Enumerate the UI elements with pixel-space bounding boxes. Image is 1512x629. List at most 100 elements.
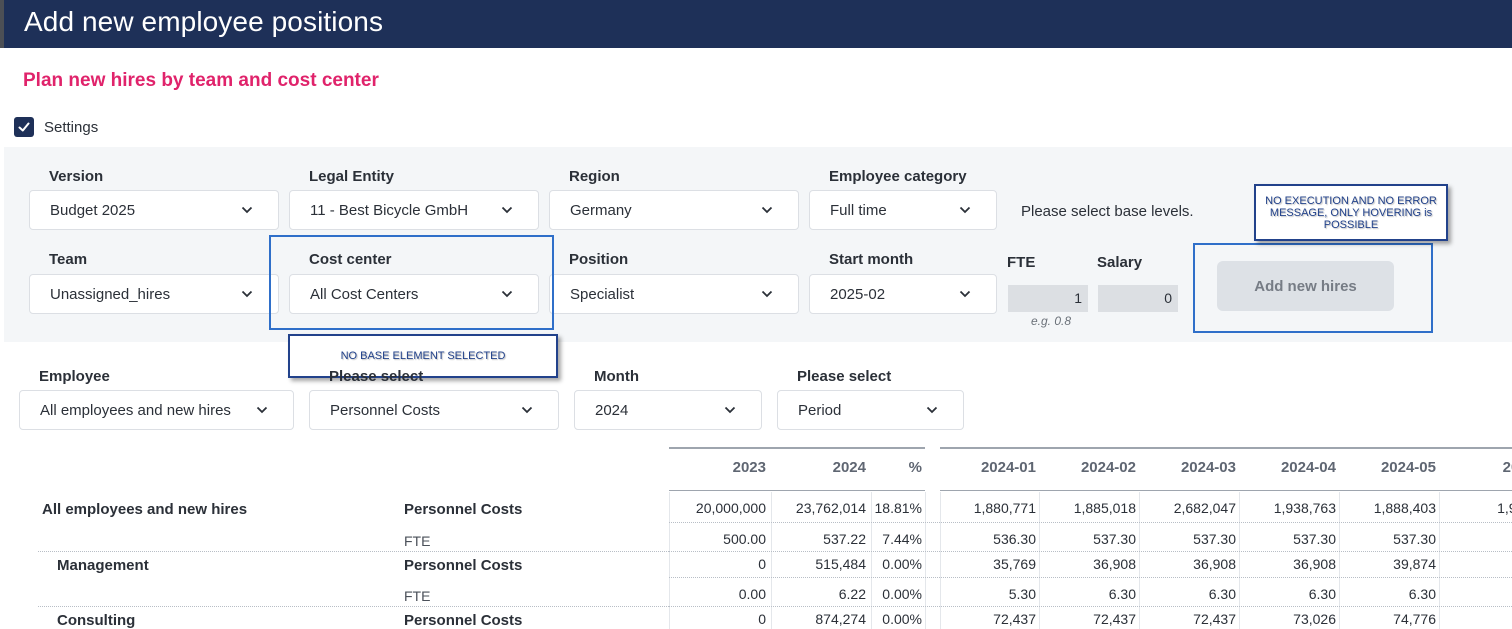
chevron-down-icon [240, 203, 254, 217]
column-separator [1139, 492, 1140, 629]
table-cell: 0.00% [882, 556, 922, 572]
chevron-down-icon [520, 403, 534, 417]
table-cell: 6.30 [1308, 586, 1336, 602]
table-cell: 0.00 [738, 586, 766, 602]
table-cell: 39,874 [1393, 556, 1436, 572]
column-header: 2023 [732, 459, 766, 476]
table-cell: 537.22 [823, 531, 866, 547]
column-separator [771, 492, 772, 629]
start-month-select[interactable]: 2025-02 [809, 274, 997, 314]
table-cell: 537.30 [1193, 531, 1236, 547]
period-select[interactable]: Period [777, 390, 964, 430]
hover-annotation: NO EXECUTION AND NO ERROR MESSAGE, ONLY … [1254, 184, 1448, 241]
table-cell: 6.30 [1208, 586, 1236, 602]
table-cell: 23,762,014 [795, 500, 866, 516]
column-header: 2024 [1502, 459, 1512, 476]
column-separator [871, 492, 872, 629]
column-header: 2024-04 [1280, 459, 1336, 476]
column-header: 2024-01 [980, 459, 1036, 476]
chevron-down-icon [925, 403, 939, 417]
table-cell: 0.00% [882, 586, 922, 602]
page-title: Add new employee positions [24, 6, 384, 37]
row-measure-label: FTE [404, 588, 431, 604]
row-measure-label: Personnel Costs [404, 501, 523, 518]
add-new-hires-button[interactable]: Add new hires [1217, 261, 1394, 311]
team-select[interactable]: Unassigned_hires [29, 274, 279, 314]
table-cell: 20,000,000 [695, 500, 766, 516]
row-divider [669, 577, 1512, 578]
start-month-label: Start month [829, 251, 914, 268]
table-cell: 35,769 [993, 556, 1036, 572]
settings-toggle[interactable]: Settings [14, 117, 98, 137]
table-cell: 73,026 [1293, 611, 1336, 627]
settings-checkbox[interactable] [14, 117, 34, 137]
table-cell: 39, [1440, 556, 1512, 572]
table-cell: 0.00% [882, 611, 922, 627]
table-cell: 537 [1440, 531, 1512, 547]
chevron-down-icon [958, 203, 972, 217]
table-header-bottom-bar [940, 490, 1512, 491]
table-cell: 36,908 [1093, 556, 1136, 572]
table-cell: 6.22 [838, 586, 866, 602]
table-cell: 74,776 [1393, 611, 1436, 627]
salary-input[interactable]: 0 [1098, 285, 1178, 312]
legal-entity-value: 11 - Best Bicycle GmbH [310, 201, 469, 219]
row-group-label: Management [57, 557, 149, 574]
row-divider [669, 606, 1512, 607]
employee-select[interactable]: All employees and new hires [19, 390, 294, 430]
month-select[interactable]: 2024 [574, 390, 762, 430]
chevron-down-icon [723, 403, 737, 417]
position-label: Position [569, 251, 629, 268]
table-cell: 874,274 [815, 611, 866, 627]
column-header: 2024 [832, 459, 866, 476]
table-cell: 500.00 [723, 531, 766, 547]
employee-category-select[interactable]: Full time [809, 190, 997, 230]
column-separator [940, 492, 941, 629]
table-cell: 2,682,047 [1173, 500, 1236, 516]
version-select[interactable]: Budget 2025 [29, 190, 279, 230]
employee-value: All employees and new hires [40, 401, 231, 419]
add-button-highlight [1193, 243, 1433, 333]
employee-category-value: Full time [830, 201, 887, 219]
row-measure-label: Personnel Costs [404, 557, 523, 574]
table-cell: 7.44% [882, 531, 922, 547]
chevron-down-icon [500, 203, 514, 217]
chevron-down-icon [760, 203, 774, 217]
row-group-label: All employees and new hires [42, 501, 248, 518]
start-month-value: 2025-02 [830, 285, 886, 303]
table-cell: 5.30 [1008, 586, 1036, 602]
table-header-top-bar [940, 447, 1512, 449]
measure-select[interactable]: Personnel Costs [309, 390, 559, 430]
version-value: Budget 2025 [50, 201, 136, 219]
position-value: Specialist [570, 285, 635, 303]
measure-label: Please select [329, 368, 424, 385]
table-cell: 72,437 [993, 611, 1036, 627]
row-group-label: Consulting [57, 612, 136, 629]
employee-label: Employee [39, 368, 110, 385]
region-select[interactable]: Germany [549, 190, 799, 230]
fte-input[interactable]: 1 [1008, 285, 1088, 312]
position-select[interactable]: Specialist [549, 274, 799, 314]
team-value: Unassigned_hires [50, 285, 171, 303]
month-label: Month [594, 368, 639, 385]
cost-center-label: Cost center [309, 251, 392, 268]
row-divider [38, 551, 669, 552]
column-separator [925, 492, 926, 629]
row-measure-label: FTE [404, 533, 431, 549]
column-header: 2024-03 [1180, 459, 1236, 476]
table-cell: 537.30 [1293, 531, 1336, 547]
cost-center-highlight [269, 235, 554, 330]
cost-center-select[interactable]: All Cost Centers [289, 274, 539, 314]
table-cell: 536.30 [993, 531, 1036, 547]
row-divider [38, 606, 669, 607]
table-cell: 1,938,763 [1273, 500, 1336, 516]
table-cell: 1,880,771 [973, 500, 1036, 516]
column-header: 2024-05 [1380, 459, 1436, 476]
column-separator [1439, 492, 1440, 629]
table-header-bottom-bar [669, 490, 925, 491]
legal-entity-label: Legal Entity [309, 168, 395, 185]
table-cell: 515,484 [815, 556, 866, 572]
column-header: % [908, 459, 922, 476]
row-measure-label: Personnel Costs [404, 612, 523, 629]
legal-entity-select[interactable]: 11 - Best Bicycle GmbH [289, 190, 539, 230]
